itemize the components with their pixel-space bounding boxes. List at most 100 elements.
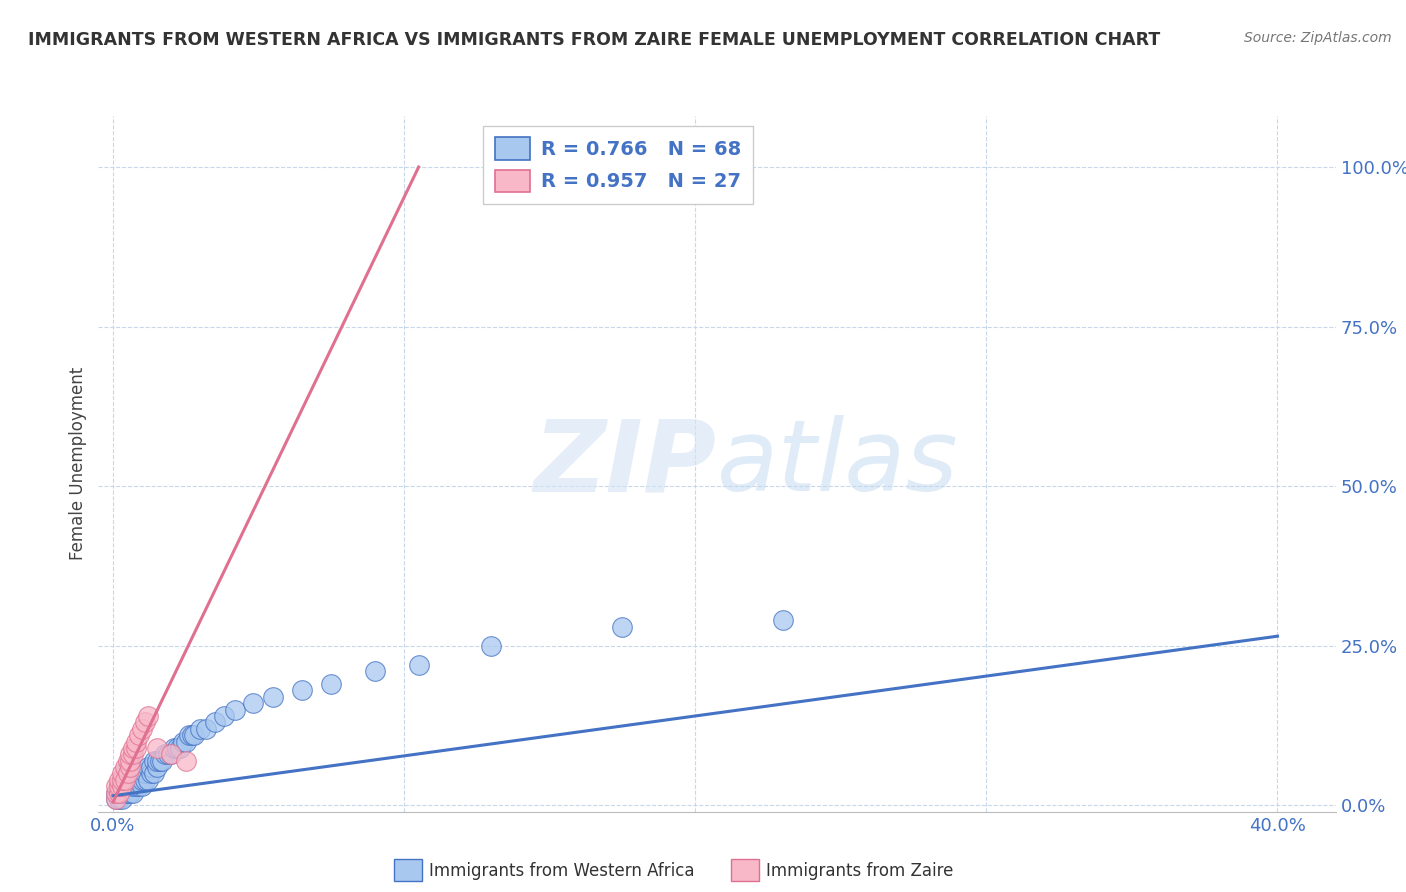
- Point: [242, 696, 264, 710]
- Point: [131, 722, 153, 736]
- Text: Source: ZipAtlas.com: Source: ZipAtlas.com: [1244, 31, 1392, 45]
- Point: [125, 772, 148, 787]
- Point: [117, 786, 139, 800]
- Point: [114, 772, 136, 787]
- Point: [114, 760, 136, 774]
- Point: [160, 747, 183, 762]
- Point: [772, 613, 794, 627]
- Point: [408, 657, 430, 672]
- Point: [122, 772, 145, 787]
- Point: [125, 779, 148, 793]
- Point: [117, 779, 139, 793]
- Point: [107, 786, 129, 800]
- Point: [111, 792, 134, 806]
- Text: ZIP: ZIP: [534, 416, 717, 512]
- Point: [111, 779, 134, 793]
- Point: [107, 779, 129, 793]
- Point: [114, 766, 136, 780]
- Point: [104, 792, 127, 806]
- Point: [120, 747, 142, 762]
- Point: [169, 740, 191, 755]
- Point: [262, 690, 284, 704]
- Y-axis label: Female Unemployment: Female Unemployment: [69, 368, 87, 560]
- Point: [321, 677, 343, 691]
- Point: [131, 766, 153, 780]
- Point: [122, 740, 145, 755]
- Point: [128, 779, 150, 793]
- Point: [107, 792, 129, 806]
- Point: [142, 754, 165, 768]
- Point: [111, 779, 134, 793]
- Point: [166, 740, 188, 755]
- Point: [107, 772, 129, 787]
- Point: [120, 760, 142, 774]
- Point: [134, 715, 156, 730]
- Point: [125, 734, 148, 748]
- Point: [481, 639, 503, 653]
- Point: [224, 703, 246, 717]
- Point: [145, 760, 167, 774]
- Point: [134, 772, 156, 787]
- Point: [174, 754, 197, 768]
- Point: [111, 786, 134, 800]
- Point: [117, 766, 139, 780]
- Point: [125, 740, 148, 755]
- Point: [136, 760, 159, 774]
- Point: [120, 786, 142, 800]
- Point: [180, 728, 202, 742]
- Point: [122, 747, 145, 762]
- Point: [160, 747, 183, 762]
- Point: [128, 772, 150, 787]
- Point: [111, 772, 134, 787]
- Point: [131, 779, 153, 793]
- Point: [139, 766, 162, 780]
- Point: [111, 772, 134, 787]
- Point: [212, 709, 235, 723]
- Point: [136, 709, 159, 723]
- Text: Immigrants from Western Africa: Immigrants from Western Africa: [429, 862, 695, 880]
- Legend: R = 0.766   N = 68, R = 0.957   N = 27: R = 0.766 N = 68, R = 0.957 N = 27: [482, 126, 754, 203]
- Point: [114, 779, 136, 793]
- Point: [125, 766, 148, 780]
- Point: [134, 766, 156, 780]
- Point: [364, 665, 387, 679]
- Text: IMMIGRANTS FROM WESTERN AFRICA VS IMMIGRANTS FROM ZAIRE FEMALE UNEMPLOYMENT CORR: IMMIGRANTS FROM WESTERN AFRICA VS IMMIGR…: [28, 31, 1160, 49]
- Point: [120, 779, 142, 793]
- Point: [122, 779, 145, 793]
- Point: [114, 772, 136, 787]
- Point: [155, 747, 177, 762]
- Point: [195, 722, 218, 736]
- Point: [177, 728, 200, 742]
- Point: [291, 683, 314, 698]
- Text: Immigrants from Zaire: Immigrants from Zaire: [766, 862, 953, 880]
- Point: [107, 786, 129, 800]
- Point: [136, 772, 159, 787]
- Point: [117, 766, 139, 780]
- Point: [104, 792, 127, 806]
- Point: [204, 715, 226, 730]
- Point: [128, 728, 150, 742]
- Point: [183, 728, 205, 742]
- Point: [120, 754, 142, 768]
- Point: [104, 786, 127, 800]
- Point: [188, 722, 211, 736]
- Point: [612, 619, 634, 633]
- Point: [174, 734, 197, 748]
- Point: [157, 747, 180, 762]
- Point: [152, 754, 174, 768]
- Point: [131, 772, 153, 787]
- Point: [107, 779, 129, 793]
- Point: [163, 740, 186, 755]
- Point: [111, 766, 134, 780]
- Point: [104, 786, 127, 800]
- Point: [139, 760, 162, 774]
- Point: [117, 754, 139, 768]
- Text: atlas: atlas: [717, 416, 959, 512]
- Point: [114, 786, 136, 800]
- Point: [145, 740, 167, 755]
- Point: [104, 779, 127, 793]
- Point: [148, 754, 170, 768]
- Point: [142, 766, 165, 780]
- Point: [122, 786, 145, 800]
- Point: [120, 772, 142, 787]
